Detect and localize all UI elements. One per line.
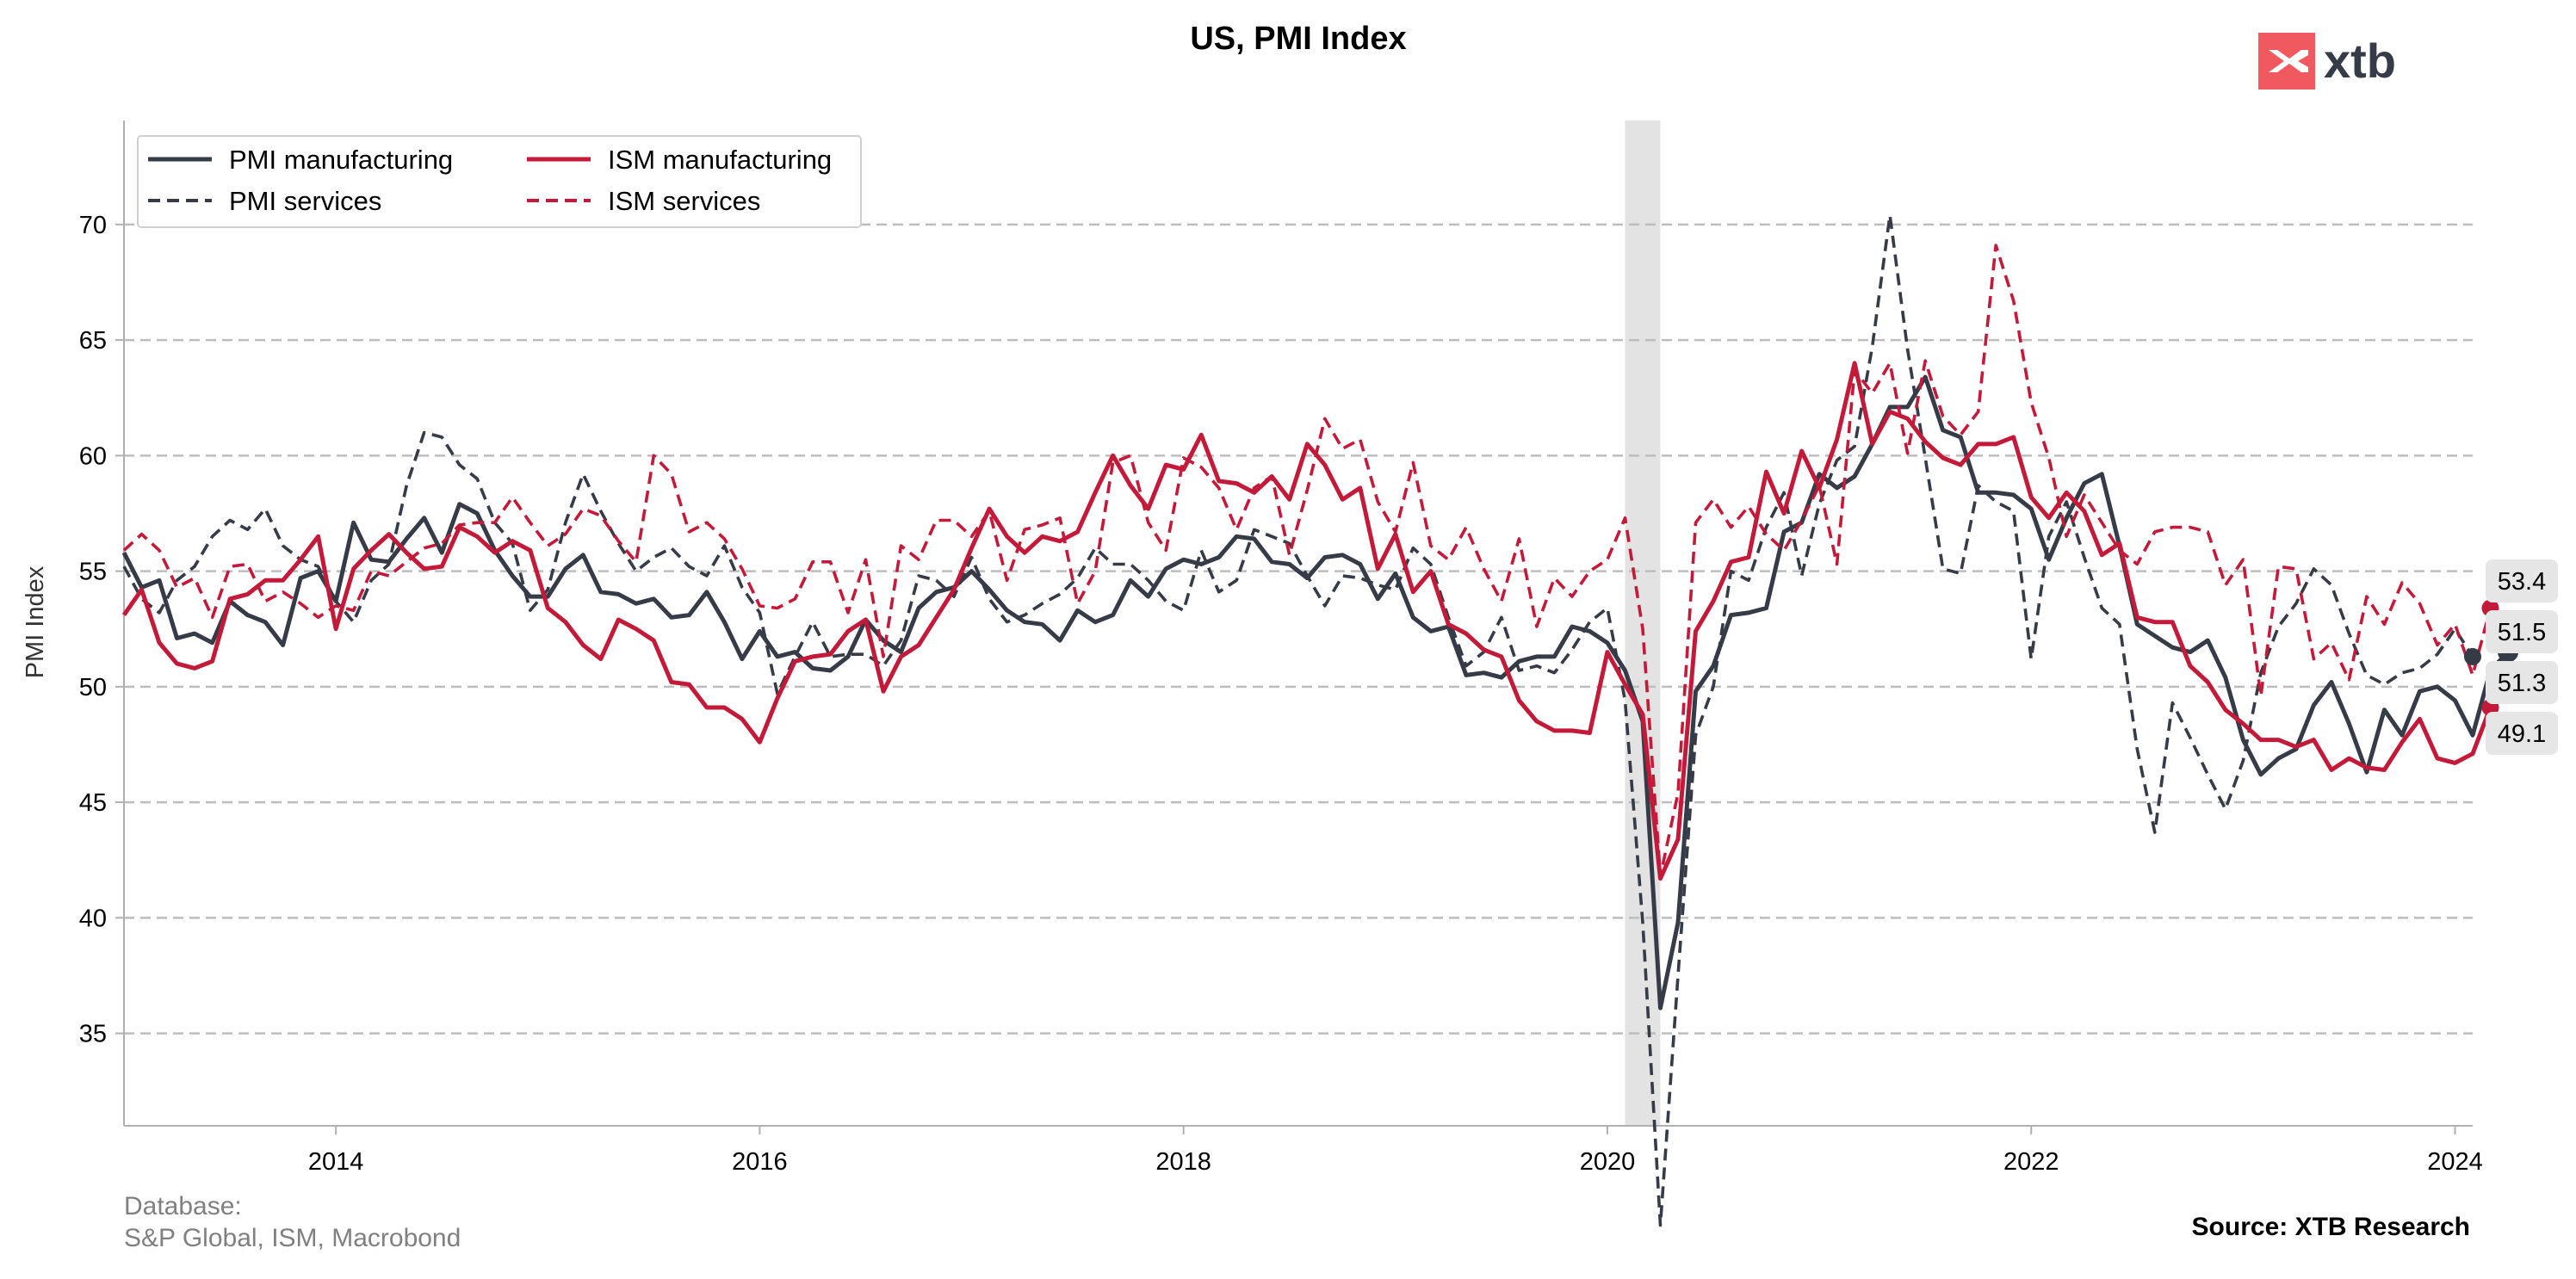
y-tick-label: 70 [79, 212, 107, 239]
database-sources: S&P Global, ISM, Macrobond [124, 1224, 461, 1252]
y-tick-label: 45 [79, 789, 107, 817]
x-tick-label: 2022 [2003, 1148, 2059, 1176]
series-line-pmi-services [122, 213, 2474, 1227]
y-axis-label: PMI Index [22, 565, 49, 678]
logo-wordmark: xtb [2324, 34, 2396, 88]
x-tick-label: 2018 [1155, 1148, 1211, 1176]
shade-rect [1625, 120, 1661, 1126]
legend-label: PMI services [229, 186, 381, 216]
legend-item-pmi-services: PMI services [148, 186, 381, 216]
x-tick-label: 2020 [1580, 1148, 1636, 1176]
legend-label: ISM services [608, 186, 760, 216]
legend: PMI manufacturing PMI services ISM manuf… [137, 135, 862, 228]
end-label: 51.5 [2498, 619, 2546, 646]
chart-title: US, PMI Index [1190, 21, 1406, 57]
y-tick-label: 35 [79, 1021, 107, 1048]
end-label: 49.1 [2498, 720, 2546, 748]
legend-item-ism-services: ISM services [527, 186, 760, 216]
end-label: 53.4 [2498, 568, 2546, 596]
y-tick-label: 55 [79, 559, 107, 586]
legend-label: ISM manufacturing [608, 145, 832, 175]
series-line-pmi-manufacturing [121, 374, 2510, 1010]
axes [123, 120, 2473, 1127]
footer-database: Database: S&P Global, ISM, Macrobond [124, 1190, 461, 1254]
x-tick-label: 2024 [2427, 1148, 2483, 1176]
y-tick-label: 40 [79, 905, 107, 932]
series [121, 213, 2510, 1227]
end-label-box [2486, 712, 2558, 755]
end-label: 51.3 [2498, 670, 2546, 697]
legend-item-pmi-manufacturing: PMI manufacturing [148, 145, 453, 175]
y-tick-label: 65 [79, 327, 107, 355]
end-label-box [2486, 610, 2558, 653]
legend-box [137, 135, 862, 228]
series-line-ism-services [122, 244, 2492, 878]
xtb-logo: xtb [2258, 33, 2418, 91]
end-point-marker [2464, 647, 2481, 665]
end-label-box [2486, 661, 2558, 704]
legend-label: PMI manufacturing [229, 145, 453, 175]
shaded-period [1625, 120, 1661, 1126]
y-ticks: 35 40 45 50 55 60 65 70 [79, 212, 124, 1048]
end-label-box [2486, 559, 2558, 602]
database-label: Database: [124, 1192, 242, 1220]
x-ticks: 2014 2016 2018 2020 2022 2024 [308, 1126, 2483, 1176]
series-line-ism-manufacturing [121, 361, 2492, 881]
footer-source: Source: XTB Research [2191, 1213, 2470, 1241]
grid [124, 223, 2473, 1035]
end-labels: 53.4 51.5 51.3 49.1 [2486, 559, 2558, 755]
xtb-logo-icon: xtb [2258, 33, 2396, 90]
x-tick-label: 2014 [308, 1148, 364, 1176]
x-tick-label: 2016 [732, 1148, 788, 1176]
y-tick-label: 60 [79, 442, 107, 470]
y-tick-label: 50 [79, 674, 107, 701]
legend-item-ism-manufacturing: ISM manufacturing [527, 145, 832, 175]
